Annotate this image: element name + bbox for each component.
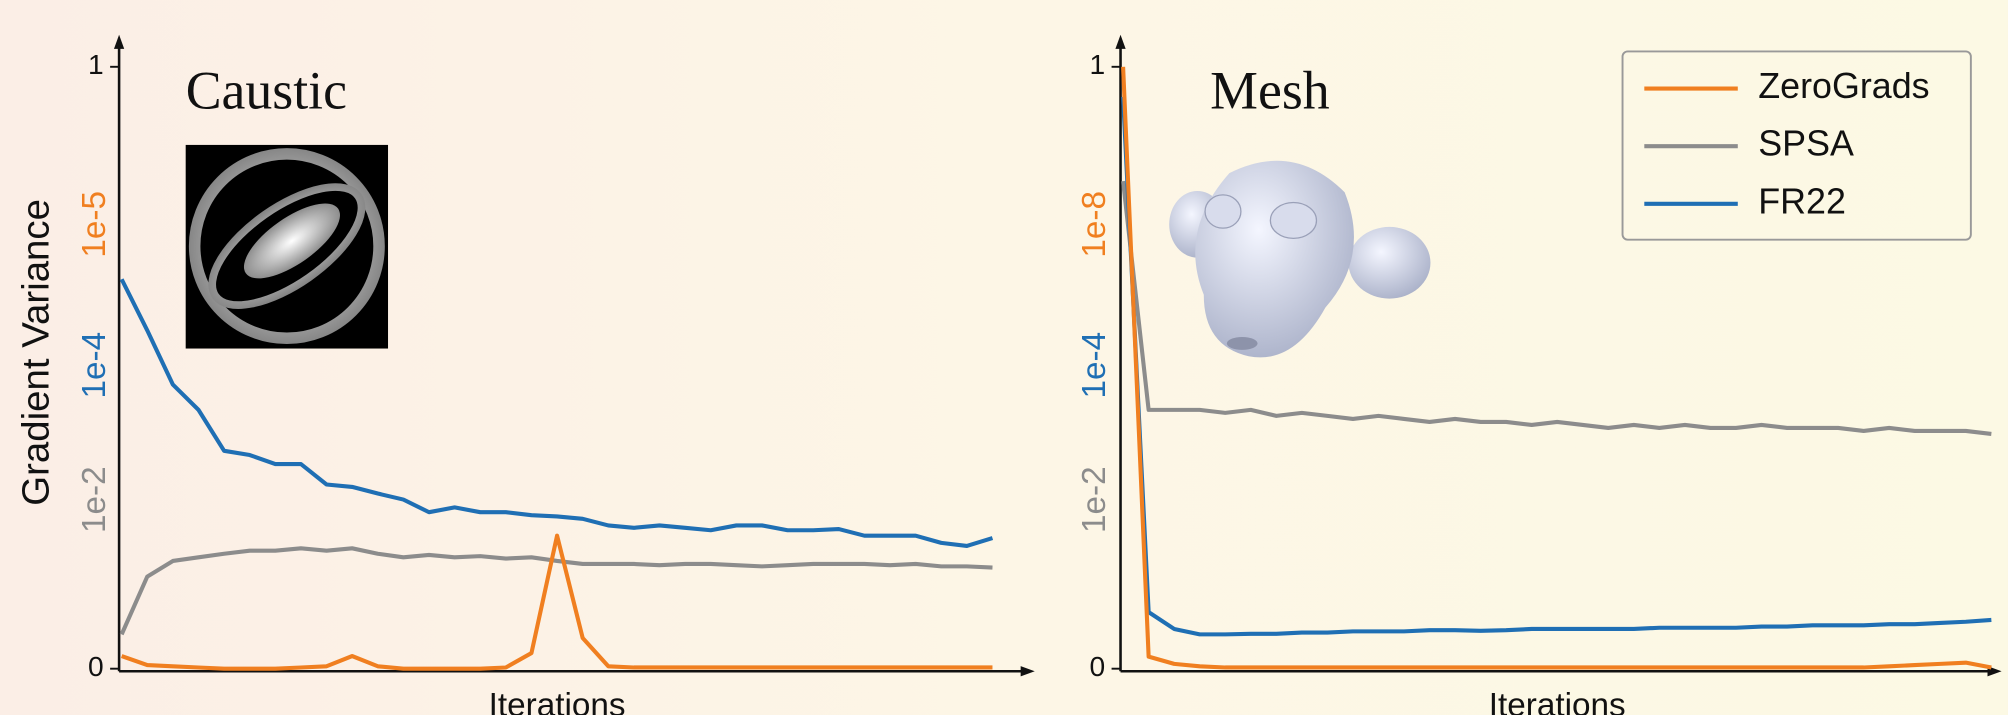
scale-label: 1e-5 <box>76 191 113 258</box>
series-line <box>122 536 993 669</box>
series-line <box>1123 67 1991 668</box>
series-line <box>122 548 993 634</box>
x-axis-arrow <box>1021 666 1035 676</box>
x-axis-label: Iterations <box>489 687 626 715</box>
chart-title: Mesh <box>1210 61 1330 121</box>
y-axis-arrow <box>1115 35 1125 49</box>
caustic-image <box>186 145 388 349</box>
mesh-image <box>1169 161 1430 358</box>
scale-label: 1e-4 <box>1076 332 1113 399</box>
x-axis-label: Iterations <box>1489 687 1626 715</box>
y-axis-arrow <box>114 35 124 49</box>
chart-title: Caustic <box>186 61 347 121</box>
y-tick-label: 1 <box>1089 48 1105 80</box>
legend-label: FR22 <box>1758 181 1846 221</box>
scale-label: 1e-4 <box>76 332 113 399</box>
y-axis-label: Gradient Variance <box>15 199 58 506</box>
y-tick-label: 0 <box>1089 650 1105 682</box>
legend-label: SPSA <box>1758 124 1854 164</box>
scale-label: 1e-2 <box>76 466 113 533</box>
scale-label: 1e-8 <box>1076 191 1113 258</box>
y-tick-label: 1 <box>88 48 104 80</box>
page: {"chart_data":[ {"type":"line","title":"… <box>0 0 2008 715</box>
y-tick-label: 0 <box>88 650 104 682</box>
legend-label: ZeroGrads <box>1758 66 1929 106</box>
scale-label: 1e-2 <box>1076 466 1113 533</box>
chart: 0 1 Caustic Iterations Gradient Variance 1e-5… <box>0 0 2008 715</box>
